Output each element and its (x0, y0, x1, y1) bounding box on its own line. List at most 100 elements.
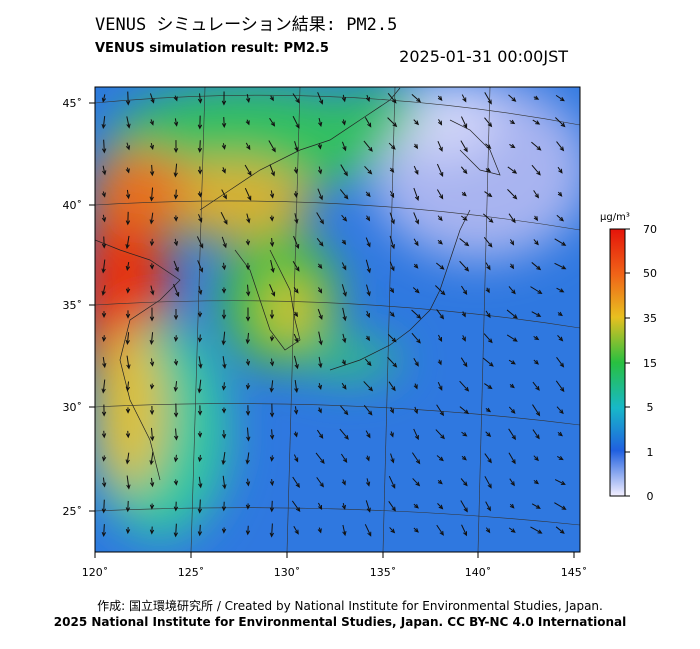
wind-arrow (101, 236, 107, 249)
wind-arrow (506, 334, 518, 342)
wind-arrow (531, 262, 542, 271)
wind-arrow (173, 140, 179, 154)
wind-arrow (269, 478, 275, 487)
wind-arrow (125, 167, 130, 174)
wind-arrow (197, 140, 203, 153)
wind-arrow (365, 500, 371, 513)
wind-arrow (318, 117, 323, 128)
wind-arrow (125, 310, 131, 319)
wind-arrow (197, 524, 203, 537)
wind-arrow (126, 116, 131, 129)
wind-arrow (197, 431, 203, 438)
wind-arrow (531, 164, 541, 176)
lat-label: 45˚ (63, 97, 83, 110)
wind-arrow (342, 333, 347, 344)
wind-arrow (269, 523, 275, 538)
wind-arrow (460, 166, 468, 175)
wind-arrow (508, 359, 516, 365)
wind-arrow (554, 262, 567, 270)
wind-arrow (317, 527, 322, 534)
wind-arrow (292, 261, 300, 272)
wind-arrow (246, 427, 251, 442)
wind-arrow (388, 142, 396, 150)
wind-arrow (557, 191, 563, 197)
wind-arrow (437, 479, 443, 485)
wind-arrow (125, 142, 131, 151)
wind-arrow (173, 428, 179, 441)
colorbar-label: 0 (647, 490, 654, 503)
wind-arrow (390, 453, 395, 464)
wind-arrow (437, 140, 443, 152)
wind-arrow (245, 239, 251, 246)
wind-arrow (388, 501, 396, 512)
wind-arrow (198, 356, 203, 369)
wind-arrow (173, 479, 179, 486)
wind-arrow (269, 500, 275, 513)
wind-arrow (173, 118, 179, 127)
wind-arrow (102, 165, 107, 176)
wind-arrow (532, 429, 540, 440)
wind-arrow (269, 403, 275, 418)
wind-arrow (245, 478, 251, 487)
wind-arrow (435, 429, 445, 440)
wind-arrow (173, 381, 178, 393)
wind-arrow (125, 527, 131, 535)
wind-arrow (461, 285, 468, 296)
wind-arrow (412, 287, 420, 294)
wind-arrow (101, 285, 106, 296)
wind-arrow (245, 525, 251, 536)
wind-arrow (554, 502, 567, 510)
wind-arrow (482, 213, 494, 223)
colorbar-label: 15 (643, 357, 657, 370)
wind-arrow (509, 239, 515, 246)
wind-arrow (245, 405, 251, 416)
wind-arrow (173, 283, 180, 298)
wind-arrow (531, 141, 542, 151)
wind-arrow (317, 263, 323, 270)
wind-arrow (530, 286, 543, 294)
wind-arrow (221, 91, 227, 106)
wind-arrow (412, 478, 421, 487)
wind-arrow (387, 92, 397, 104)
title-ja: VENUS シミュレーション結果: PM2.5 (95, 15, 397, 35)
wind-arrow (436, 309, 445, 320)
colorbar-unit: μg/m³ (600, 212, 630, 223)
wind-arrow (509, 119, 516, 125)
wind-arrow (484, 383, 493, 390)
wind-arrow (269, 190, 275, 199)
wind-arrow (531, 503, 541, 509)
wind-arrow (245, 452, 250, 465)
wind-arrow (341, 119, 346, 126)
wind-arrow (173, 215, 179, 222)
title-en: VENUS simulation result: PM2.5 (95, 41, 329, 56)
wind-arrow (102, 356, 107, 369)
wind-arrow (316, 238, 324, 247)
wind-arrow (293, 311, 299, 318)
wind-arrow (389, 527, 396, 534)
wind-arrow (555, 117, 566, 128)
wind-arrow (149, 93, 155, 104)
wind-arrow (509, 383, 515, 389)
wind-arrow (555, 380, 565, 393)
wind-arrow (340, 453, 348, 463)
wind-arrow (509, 503, 515, 509)
colorbar-label: 1 (647, 446, 654, 459)
wind-arrow (365, 430, 371, 439)
wind-arrow (413, 165, 419, 176)
wind-arrow (436, 404, 445, 417)
wind-arrow (125, 332, 130, 345)
wind-arrow (533, 359, 539, 365)
wind-arrow (485, 407, 492, 413)
wind-arrow (555, 526, 565, 534)
wind-arrow (221, 262, 227, 271)
wind-arrow (292, 93, 300, 104)
wind-arrow (268, 140, 276, 153)
wind-arrow (318, 356, 323, 369)
wind-arrow (341, 284, 347, 297)
wind-arrow (532, 404, 541, 417)
wind-arrow (125, 287, 131, 294)
wind-arrow (197, 454, 203, 463)
wind-arrow (411, 332, 421, 344)
wind-arrow (246, 213, 251, 224)
wind-arrow (459, 406, 470, 415)
